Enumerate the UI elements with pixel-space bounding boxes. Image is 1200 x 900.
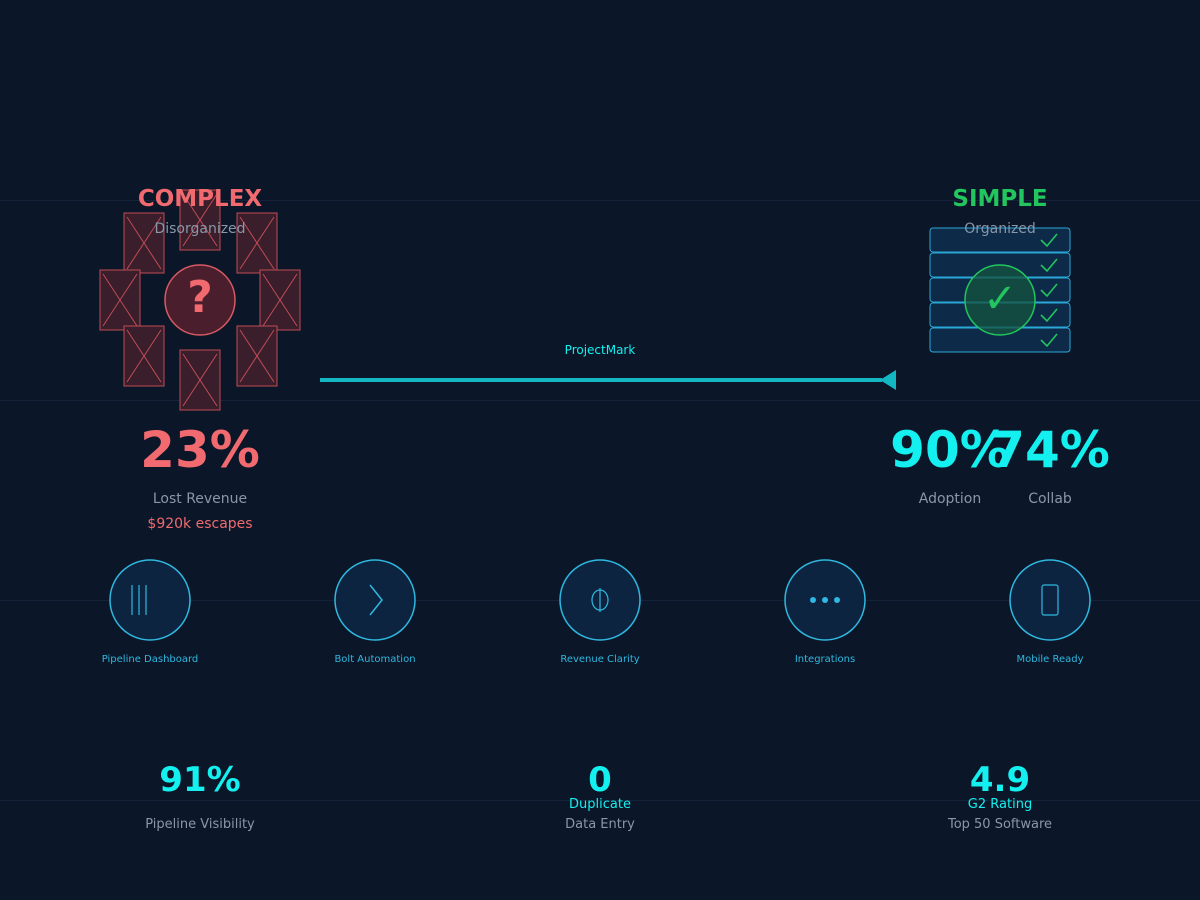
pipeline-bars-icon [131,585,147,615]
metric-label-data-entry: Data Entry [565,817,635,832]
check-icon [1040,283,1058,298]
feature-label-integrations: Integrations [794,654,856,665]
adoption-label: Adoption [918,491,982,507]
feature-label-pipeline-dashboard: Pipeline Dashboard [101,654,199,665]
task-card-x [179,189,221,251]
lost-revenue-note: $920k escapes [147,516,253,532]
complex-subtitle: Disorganized [154,221,246,237]
metric-label-top-software: Top 50 Software [947,817,1053,832]
lost-revenue-label: Lost Revenue [152,491,248,507]
metric-value-rating: 4.9 [969,760,1031,800]
feature-label-revenue-clarity: Revenue Clarity [560,654,640,665]
question-circle [164,264,236,336]
task-card-x [259,269,301,331]
adoption-value: 90% [890,421,1010,479]
feature-circle [1009,559,1091,641]
lost-revenue-value: 23% [140,421,260,479]
feature-label-bolt-automation: Bolt Automation [334,654,416,665]
large-check-icon: ✓ [983,276,1017,322]
arrow-label: ProjectMark [564,343,636,357]
check-icon [1040,233,1058,248]
complex-title: COMPLEX [137,186,263,212]
bolt-icon [369,584,383,616]
metric-value-visibility: 91% [159,760,241,800]
dots-icon [810,597,840,603]
task-card-x [123,212,165,274]
simple-title: SIMPLE [952,186,1048,212]
chaotic-task-cards [99,189,301,411]
task-card-x [236,212,278,274]
arrowhead-icon [880,370,896,390]
check-icon [1040,308,1058,323]
task-card-x [236,325,278,387]
collab-value: 74% [990,421,1110,479]
task-card-x [179,349,221,411]
divider-line [0,800,1200,801]
divider-line [0,200,1200,201]
task-card-x [123,325,165,387]
divider-line [0,400,1200,401]
simple-subtitle: Organized [964,221,1036,237]
metric-sub-rating: G2 Rating [967,797,1033,812]
coin-icon [591,588,609,612]
metric-label-visibility: Pipeline Visibility [145,817,255,832]
phone-icon [1041,584,1059,616]
check-icon [1040,258,1058,273]
task-card-x [99,269,141,331]
checkmark-icons [1040,233,1058,348]
feature-circle [109,559,191,641]
question-mark-icon: ? [187,272,213,323]
check-circle [964,264,1036,336]
feature-label-mobile-ready: Mobile Ready [1016,654,1084,665]
collab-label: Collab [1028,491,1072,507]
feature-circle [334,559,416,641]
metric-sub-duplicates: Duplicate [569,797,631,812]
checklist-row [929,227,1071,253]
metric-value-duplicates: 0 [588,760,612,800]
check-icon [1040,333,1058,348]
